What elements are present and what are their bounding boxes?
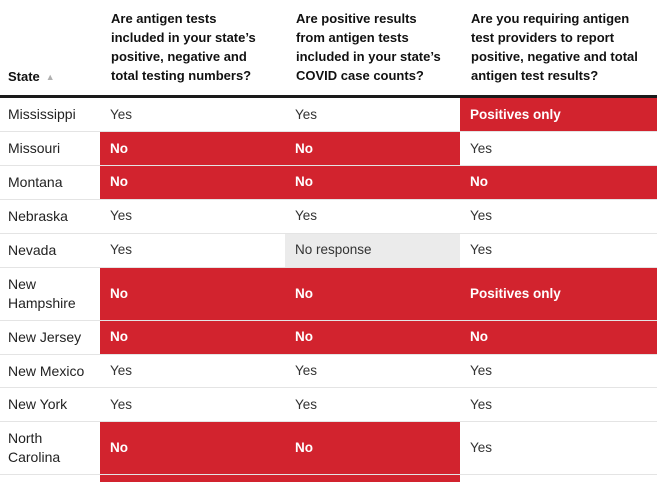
column-header-state[interactable]: State ▲: [0, 0, 100, 99]
answer-cell: Yes: [460, 421, 657, 475]
answer-cell: Yes: [100, 354, 285, 388]
table-row: New Jersey No No No: [0, 320, 657, 354]
state-name: North Dakota: [0, 475, 100, 482]
answer-cell: No: [285, 165, 460, 200]
answer-cell: No: [460, 165, 657, 200]
answer-cell: Yes: [460, 387, 657, 422]
state-name: North Carolina: [8, 430, 61, 466]
column-header-testing-numbers: Are antigen tests included in your state…: [100, 0, 285, 99]
table-row: North DakotaNoNoYes: [0, 474, 657, 482]
table-row: New Hampshire No No Positives only: [0, 267, 657, 321]
header-row: State ▲ Are antigen tests included in you…: [0, 0, 657, 99]
answer-cell: No: [285, 320, 460, 354]
answer-cell: Yes: [285, 387, 460, 422]
answer-cell: No: [100, 320, 285, 354]
answer-cell: No: [285, 267, 460, 321]
table-row: North Carolina No No Yes: [0, 421, 657, 475]
answer-cell: No response: [285, 233, 460, 268]
answer-cell: No: [460, 320, 657, 354]
state-name: Nebraska: [8, 208, 68, 225]
answer-cell: No: [100, 131, 285, 166]
answer-cell: No: [285, 474, 460, 482]
table-row: New Mexico Yes Yes Yes: [0, 354, 657, 388]
answer-cell: Yes: [100, 96, 285, 132]
state-name: Mississippi: [8, 106, 76, 123]
answer-cell: No: [100, 267, 285, 321]
table-row: Mississippi Yes Yes Positives only: [0, 96, 657, 132]
answer-cell: Yes: [460, 474, 657, 482]
column-header-state-label: State: [8, 68, 40, 84]
answer-cell: No: [100, 165, 285, 200]
answer-cell: Positives only: [460, 267, 657, 321]
answer-cell: Yes: [285, 354, 460, 388]
answer-cell: No: [100, 474, 285, 482]
table-row: Montana No No No: [0, 165, 657, 200]
answer-cell: Yes: [100, 199, 285, 234]
column-header-case-counts: Are positive results from antigen tests …: [285, 0, 460, 99]
answer-cell: Yes: [100, 387, 285, 422]
answer-cell: Yes: [100, 233, 285, 268]
answer-cell: Yes: [285, 96, 460, 132]
answer-cell: Positives only: [460, 96, 657, 132]
state-name: New Jersey: [8, 328, 82, 345]
state-name: New York: [8, 396, 68, 413]
state-name: New Mexico: [8, 362, 85, 379]
table-row: Nebraska Yes Yes Yes: [0, 199, 657, 234]
table-header: State ▲ Are antigen tests included in you…: [0, 0, 657, 99]
state-name: Missouri: [8, 140, 61, 157]
answer-cell: No: [100, 421, 285, 475]
answer-cell: Yes: [460, 131, 657, 166]
table-body: Mississippi Yes Yes Positives only Missouri N…: [0, 96, 657, 482]
table-row: New York Yes Yes Yes: [0, 387, 657, 422]
state-name: Montana: [8, 174, 63, 191]
state-name: Nevada: [8, 241, 57, 258]
answer-cell: No: [285, 131, 460, 166]
state-name: New Hampshire: [8, 275, 76, 311]
answer-cell: No: [285, 421, 460, 475]
answer-cell: Yes: [285, 199, 460, 234]
table-row: Nevada Yes No response Yes: [0, 233, 657, 268]
answer-cell: Yes: [460, 354, 657, 388]
answer-cell: Yes: [460, 199, 657, 234]
column-header-provider-reporting: Are you requiring antigen test providers…: [460, 0, 657, 99]
answer-cell: Yes: [460, 233, 657, 268]
table-row: Missouri No No Yes: [0, 131, 657, 166]
sort-ascending-icon: ▲: [45, 71, 55, 82]
